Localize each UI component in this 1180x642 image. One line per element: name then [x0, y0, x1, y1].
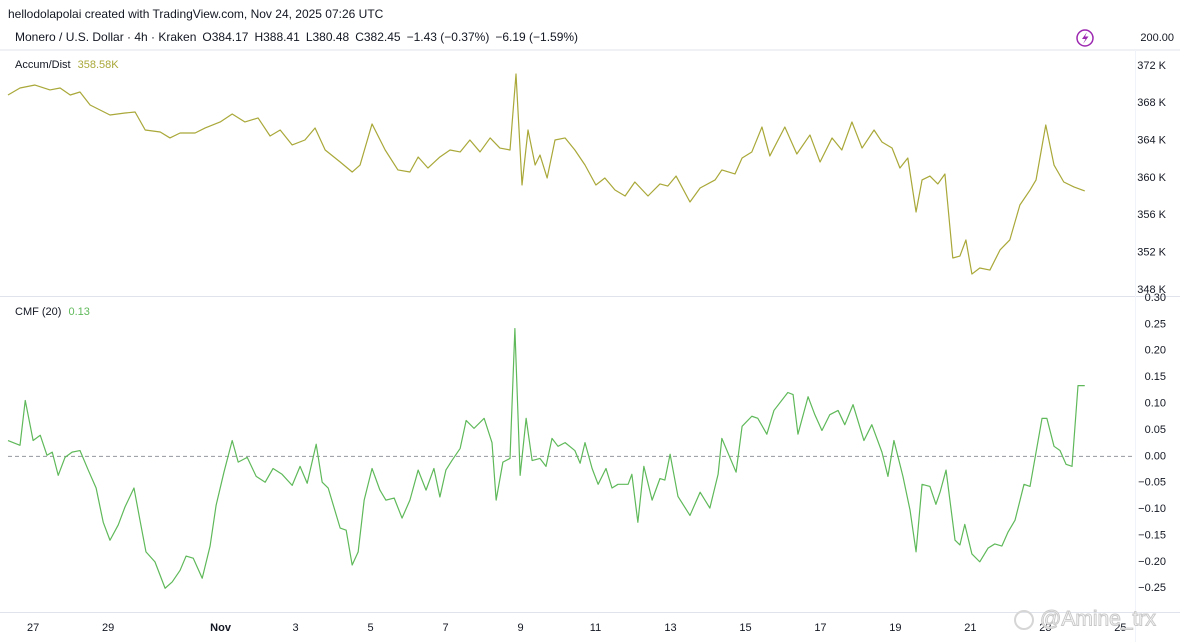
- symbol: Monero / U.S. Dollar · 4h · Kraken: [15, 30, 196, 44]
- icon-ring: [1076, 29, 1094, 47]
- y-tick-label: 348 K: [1137, 284, 1166, 296]
- x-tick-label: 27: [27, 622, 39, 634]
- y-tick-label: 0.15: [1145, 371, 1166, 383]
- x-tick-label: 11: [590, 622, 601, 634]
- icon-bolt: [1082, 32, 1089, 44]
- ohlc-close: C382.45: [355, 30, 401, 44]
- y-tick-label: −0.20: [1138, 556, 1166, 568]
- x-tick-label: 7: [442, 622, 448, 634]
- y-tick-label: 0.10: [1145, 397, 1166, 409]
- y-tick-label: −0.25: [1138, 582, 1166, 594]
- watermark: @Amine_trx: [1040, 608, 1156, 631]
- y-tick-label: 360 K: [1137, 172, 1166, 184]
- x-tick-label: 23: [1039, 622, 1051, 634]
- series-line: [7, 73, 1085, 275]
- y-tick-label: 0.05: [1145, 424, 1166, 436]
- ohlc-open: O384.17: [202, 30, 248, 44]
- legend-value: 0.13: [68, 306, 89, 318]
- x-tick-label: 25: [1114, 622, 1126, 634]
- ohlc-low: L380.48: [306, 30, 350, 44]
- lightning-icon[interactable]: [1076, 29, 1094, 47]
- y-tick-label: 364 K: [1137, 135, 1166, 147]
- series-line: [7, 328, 1085, 589]
- legend-value: 358.58K: [78, 59, 120, 71]
- y-tick-label: −0.05: [1138, 477, 1166, 489]
- credit: hellodolapolai created with TradingView.…: [8, 7, 384, 21]
- y-tick-label: 0.25: [1145, 318, 1166, 330]
- x-tick-label: 13: [664, 622, 676, 634]
- x-tick-label: Nov: [210, 622, 232, 634]
- y-tick-label: 0.00: [1145, 450, 1166, 462]
- y-tick-label: −0.10: [1138, 503, 1166, 515]
- x-tick-label: 15: [739, 622, 751, 634]
- y-tick-label: −0.15: [1138, 529, 1166, 541]
- ohlc-change: −1.43 (−0.37%): [407, 30, 490, 44]
- y-tick-label: 0.20: [1145, 345, 1166, 357]
- x-tick-label: 3: [292, 622, 298, 634]
- ohlc-change-2: −6.19 (−1.59%): [495, 30, 578, 44]
- x-tick-label: 21: [964, 622, 976, 634]
- x-tick-label: 19: [889, 622, 901, 634]
- y-tick-label: 352 K: [1137, 247, 1166, 259]
- x-tick-label: 17: [814, 622, 826, 634]
- y-tick-label: 368 K: [1137, 97, 1166, 109]
- x-tick-label: 9: [517, 622, 523, 634]
- y-tick-label: 372 K: [1137, 60, 1166, 72]
- x-tick-label: 5: [367, 622, 373, 634]
- legend-name: Accum/Dist: [15, 59, 71, 71]
- price-axis-label: 200.00: [1140, 32, 1174, 44]
- y-tick-label: 356 K: [1137, 209, 1166, 221]
- plot-area: 348 K 352 K 356 K 360 K 364 K 368 K 372 K Accum…: [7, 59, 1167, 634]
- watermark-group: @Amine_trx: [1014, 607, 1157, 631]
- x-tick-label: 29: [102, 622, 114, 634]
- y-tick-label: 0.30: [1145, 292, 1166, 304]
- ohlc-high: H388.41: [254, 30, 300, 44]
- legend-name: CMF (20): [15, 306, 61, 318]
- watermark-icon: [1014, 610, 1034, 630]
- symbol-row: Monero / U.S. Dollar · 4h · Kraken O384.1…: [15, 30, 578, 44]
